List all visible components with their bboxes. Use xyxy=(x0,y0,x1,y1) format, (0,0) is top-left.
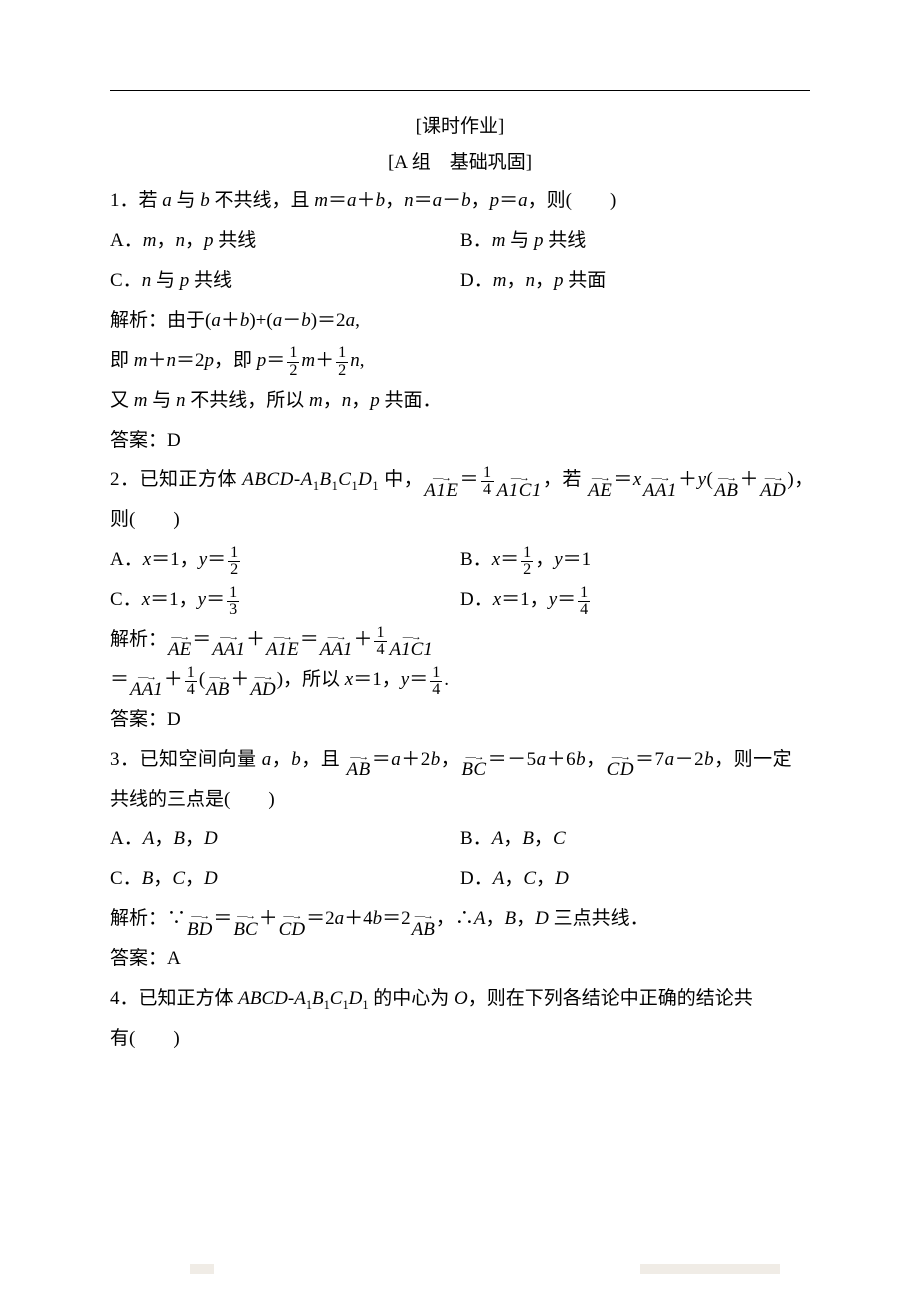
q1-options-row1: A．m，n，p 共线 B．m 与 p 共线 xyxy=(110,221,810,261)
q1-answer: 答案：D xyxy=(110,421,810,461)
top-rule xyxy=(110,90,810,91)
q4-stem-a: 4．已知正方体 ABCD-A1B1C1D1 的中心为 O，则在下列各结论中正确的… xyxy=(110,979,810,1019)
q3-option-c: C．B，C，D xyxy=(110,859,460,899)
q1-explain-1: 解析：由于(a＋b)+(a－b)＝2a, xyxy=(110,301,810,341)
q1-explain-3: 又 m 与 n 不共线，所以 m，n，p 共面． xyxy=(110,381,810,421)
q3-options-row1: A．A，B，D B．A，B，C xyxy=(110,819,810,859)
q2-options-row2: C．x＝1，y＝13 D．x＝1，y＝14 xyxy=(110,580,810,620)
q3-stem-a: 3．已知空间向量 a，b，且 —→AB＝a＋2b，—→BC＝－5a＋6b，—→C… xyxy=(110,740,810,780)
q1-option-a: A．m，n，p 共线 xyxy=(110,221,460,261)
q1-option-b: B．m 与 p 共线 xyxy=(460,221,810,261)
q3-option-d: D．A，C，D xyxy=(460,859,810,899)
q1-stem: 1．若 a 与 b 不共线，且 m＝a＋b，n＝a－b，p＝a，则( ) xyxy=(110,181,810,221)
q2-option-a: A．x＝1，y＝12 xyxy=(110,540,460,580)
q3-answer: 答案：A xyxy=(110,939,810,979)
q2-options-row1: A．x＝1，y＝12 B．x＝12，y＝1 xyxy=(110,540,810,580)
q3-option-b: B．A，B，C xyxy=(460,819,810,859)
q2-option-b: B．x＝12，y＝1 xyxy=(460,540,810,580)
footer-mark-right xyxy=(640,1264,780,1274)
header-title-2: [A 组 基础巩固] xyxy=(110,145,810,181)
page: [课时作业] [A 组 基础巩固] 1．若 a 与 b 不共线，且 m＝a＋b，… xyxy=(0,0,920,1302)
q4-stem-b: 有( ) xyxy=(110,1019,810,1059)
q1-option-d: D．m，n，p 共面 xyxy=(460,261,810,301)
q2-explain-1: 解析：—→AE＝—→AA1＋—→A1E＝—→AA1＋14—→A1C1 xyxy=(110,620,810,660)
q2-stem-a: 2．已知正方体 ABCD-A1B1C1D1 中，—→A1E＝14—→A1C1，若… xyxy=(110,460,810,500)
q2-option-d: D．x＝1，y＝14 xyxy=(460,580,810,620)
q1-option-c: C．n 与 p 共线 xyxy=(110,261,460,301)
q2-option-c: C．x＝1，y＝13 xyxy=(110,580,460,620)
q1-options-row2: C．n 与 p 共线 D．m，n，p 共面 xyxy=(110,261,810,301)
q1-explain-2: 即 m＋n＝2p，即 p＝12m＋12n, xyxy=(110,341,810,381)
q3-stem-b: 共线的三点是( ) xyxy=(110,780,810,820)
q2-explain-2: ＝—→AA1＋14(—→AB＋—→AD)，所以 x＝1，y＝14. xyxy=(110,660,810,700)
footer-mark-left xyxy=(190,1264,214,1274)
q2-stem-b: 则( ) xyxy=(110,500,810,540)
q3-options-row2: C．B，C，D D．A，C，D xyxy=(110,859,810,899)
header-title-1: [课时作业] xyxy=(110,109,810,145)
q2-answer: 答案：D xyxy=(110,700,810,740)
q3-explain-1: 解析：∵—→BD＝—→BC＋—→CD＝2a＋4b＝2—→AB，∴A，B，D 三点… xyxy=(110,899,810,939)
q3-option-a: A．A，B，D xyxy=(110,819,460,859)
